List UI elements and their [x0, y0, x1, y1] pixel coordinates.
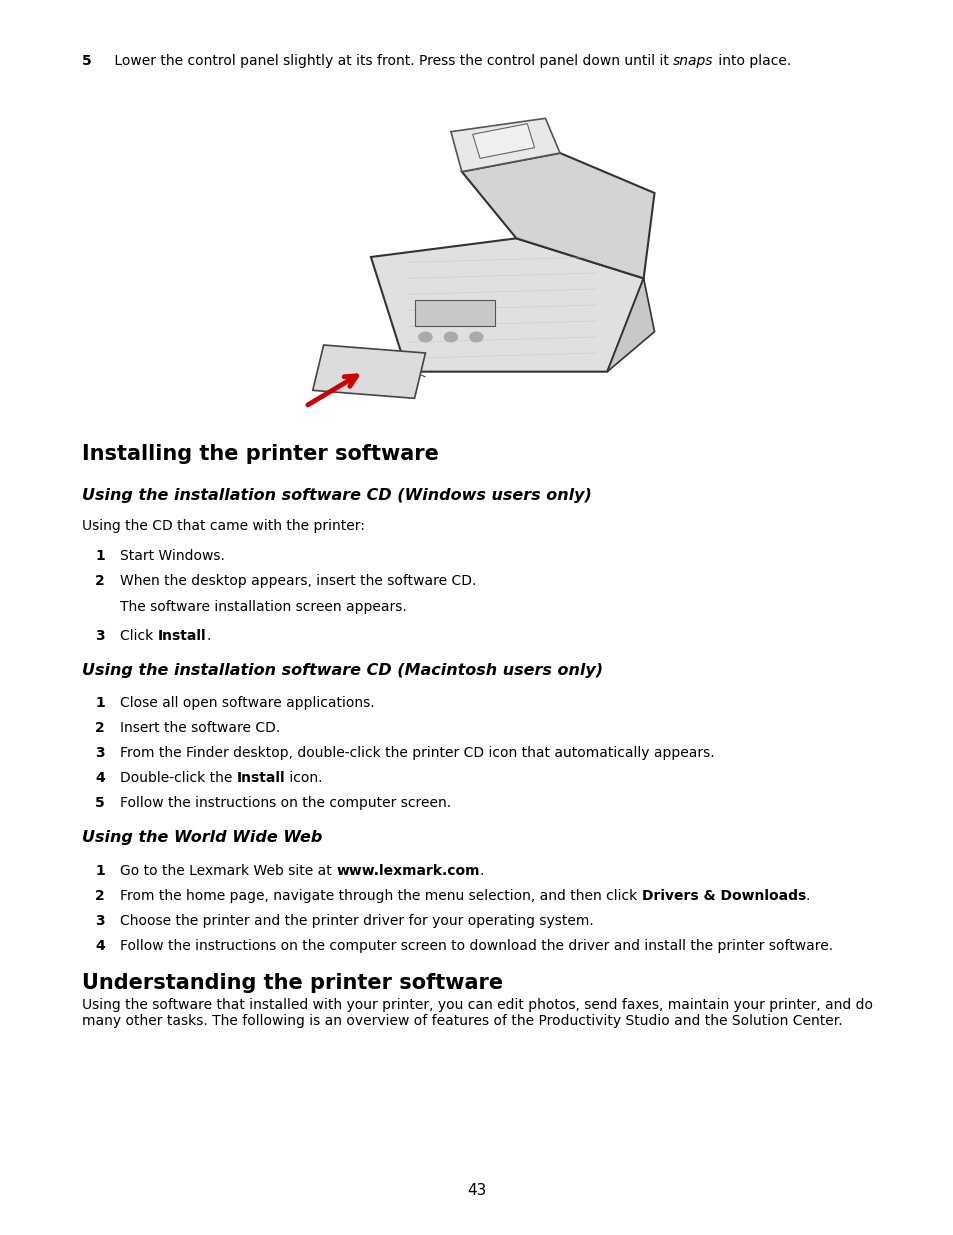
Polygon shape	[607, 278, 654, 372]
Text: Click: Click	[120, 629, 157, 643]
Text: www.lexmark.com: www.lexmark.com	[335, 864, 479, 878]
Polygon shape	[371, 238, 643, 372]
Text: From the home page, navigate through the menu selection, and then click: From the home page, navigate through the…	[120, 889, 641, 903]
Circle shape	[469, 332, 482, 342]
Text: Choose the printer and the printer driver for your operating system.: Choose the printer and the printer drive…	[120, 914, 593, 927]
Text: From the Finder desktop, double-click the printer CD icon that automatically app: From the Finder desktop, double-click th…	[120, 746, 714, 760]
Text: icon.: icon.	[285, 771, 322, 785]
Text: Start Windows.: Start Windows.	[120, 550, 225, 563]
Text: Installing the printer software: Installing the printer software	[82, 445, 438, 464]
Text: Drivers & Downloads: Drivers & Downloads	[641, 889, 805, 903]
Polygon shape	[451, 119, 559, 172]
Text: Install: Install	[236, 771, 285, 785]
Text: 5: 5	[82, 54, 91, 68]
Polygon shape	[473, 124, 534, 158]
Text: 4: 4	[95, 771, 105, 785]
Text: 4: 4	[95, 939, 105, 953]
Text: Using the CD that came with the printer:: Using the CD that came with the printer:	[82, 519, 364, 534]
Text: .: .	[479, 864, 483, 878]
Polygon shape	[313, 345, 425, 399]
Text: Using the software that installed with your printer, you can edit photos, send f: Using the software that installed with y…	[82, 998, 872, 1028]
Text: 2: 2	[95, 574, 105, 588]
Text: 3: 3	[95, 629, 105, 643]
Text: The software installation screen appears.: The software installation screen appears…	[120, 600, 406, 614]
Text: 43: 43	[467, 1183, 486, 1198]
Text: Close all open software applications.: Close all open software applications.	[120, 697, 375, 710]
Circle shape	[418, 332, 432, 342]
Text: 2: 2	[95, 721, 105, 735]
Text: Follow the instructions on the computer screen to download the driver and instal: Follow the instructions on the computer …	[120, 939, 832, 953]
Text: 5: 5	[95, 797, 105, 810]
Text: Using the World Wide Web: Using the World Wide Web	[82, 830, 322, 845]
Text: Understanding the printer software: Understanding the printer software	[82, 973, 502, 993]
Polygon shape	[461, 153, 654, 278]
Text: snaps: snaps	[673, 54, 713, 68]
Text: Install: Install	[157, 629, 206, 643]
Text: Go to the Lexmark Web site at: Go to the Lexmark Web site at	[120, 864, 335, 878]
Text: 3: 3	[95, 914, 105, 927]
Text: 1: 1	[95, 697, 105, 710]
Text: Follow the instructions on the computer screen.: Follow the instructions on the computer …	[120, 797, 451, 810]
Circle shape	[444, 332, 457, 342]
Text: Insert the software CD.: Insert the software CD.	[120, 721, 280, 735]
Text: Lower the control panel slightly at its front. Press the control panel down unti: Lower the control panel slightly at its …	[110, 54, 673, 68]
Text: 1: 1	[95, 550, 105, 563]
Text: Using the installation software CD (Macintosh users only): Using the installation software CD (Maci…	[82, 663, 602, 678]
Bar	[415, 300, 494, 326]
Text: Double-click the: Double-click the	[120, 771, 236, 785]
Text: 3: 3	[95, 746, 105, 760]
Text: 2: 2	[95, 889, 105, 903]
Text: .: .	[805, 889, 809, 903]
Text: into place.: into place.	[713, 54, 790, 68]
Text: Using the installation software CD (Windows users only): Using the installation software CD (Wind…	[82, 488, 591, 503]
Text: When the desktop appears, insert the software CD.: When the desktop appears, insert the sof…	[120, 574, 476, 588]
Text: .: .	[206, 629, 211, 643]
Text: 1: 1	[95, 864, 105, 878]
